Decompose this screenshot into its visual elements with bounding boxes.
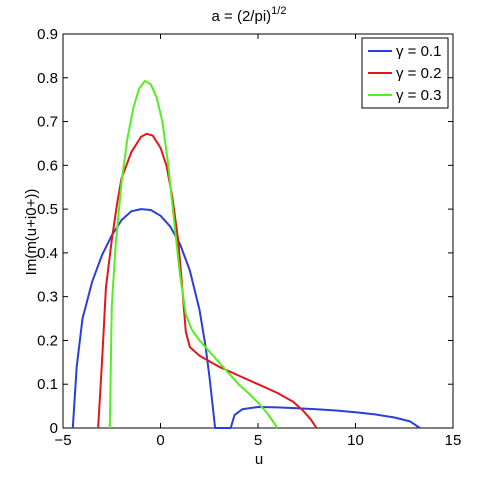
y-tick-label: 0.8 <box>37 70 58 87</box>
y-tick-label: 0.6 <box>37 157 58 174</box>
legend: γ = 0.1 γ = 0.2 γ = 0.3 <box>361 37 449 109</box>
x-tick-label: 0 <box>156 432 164 449</box>
y-tick-label: 0.4 <box>37 245 58 262</box>
chart-title: a = (2/pi)1/2 <box>212 5 287 25</box>
chart-title-superscript: 1/2 <box>271 5 286 17</box>
legend-label: γ = 0.1 <box>396 43 441 60</box>
series-line-gamma-3 <box>108 79 279 429</box>
y-tick-label: 0.2 <box>37 332 58 349</box>
x-tick-label: 10 <box>347 432 364 449</box>
y-tick-label: 0.3 <box>37 289 58 306</box>
x-tick-label: 15 <box>445 432 462 449</box>
x-tick-label: −5 <box>54 432 71 449</box>
x-tick-label: 5 <box>254 432 262 449</box>
y-axis-label: Im(m(u+i0+)) <box>23 189 40 276</box>
legend-label: γ = 0.3 <box>396 87 441 104</box>
series-line-gamma-2 <box>97 132 318 429</box>
y-tick-label: 0.7 <box>37 114 58 131</box>
legend-label: γ = 0.2 <box>396 65 441 82</box>
y-tick-label: 0 <box>50 420 58 437</box>
y-tick-label: 0.5 <box>37 201 58 218</box>
y-tick-label: 0.9 <box>37 26 58 43</box>
x-axis-label: u <box>255 451 263 468</box>
y-tick-label: 0.1 <box>37 376 58 393</box>
chart-title-main: a = (2/pi) <box>212 8 272 25</box>
